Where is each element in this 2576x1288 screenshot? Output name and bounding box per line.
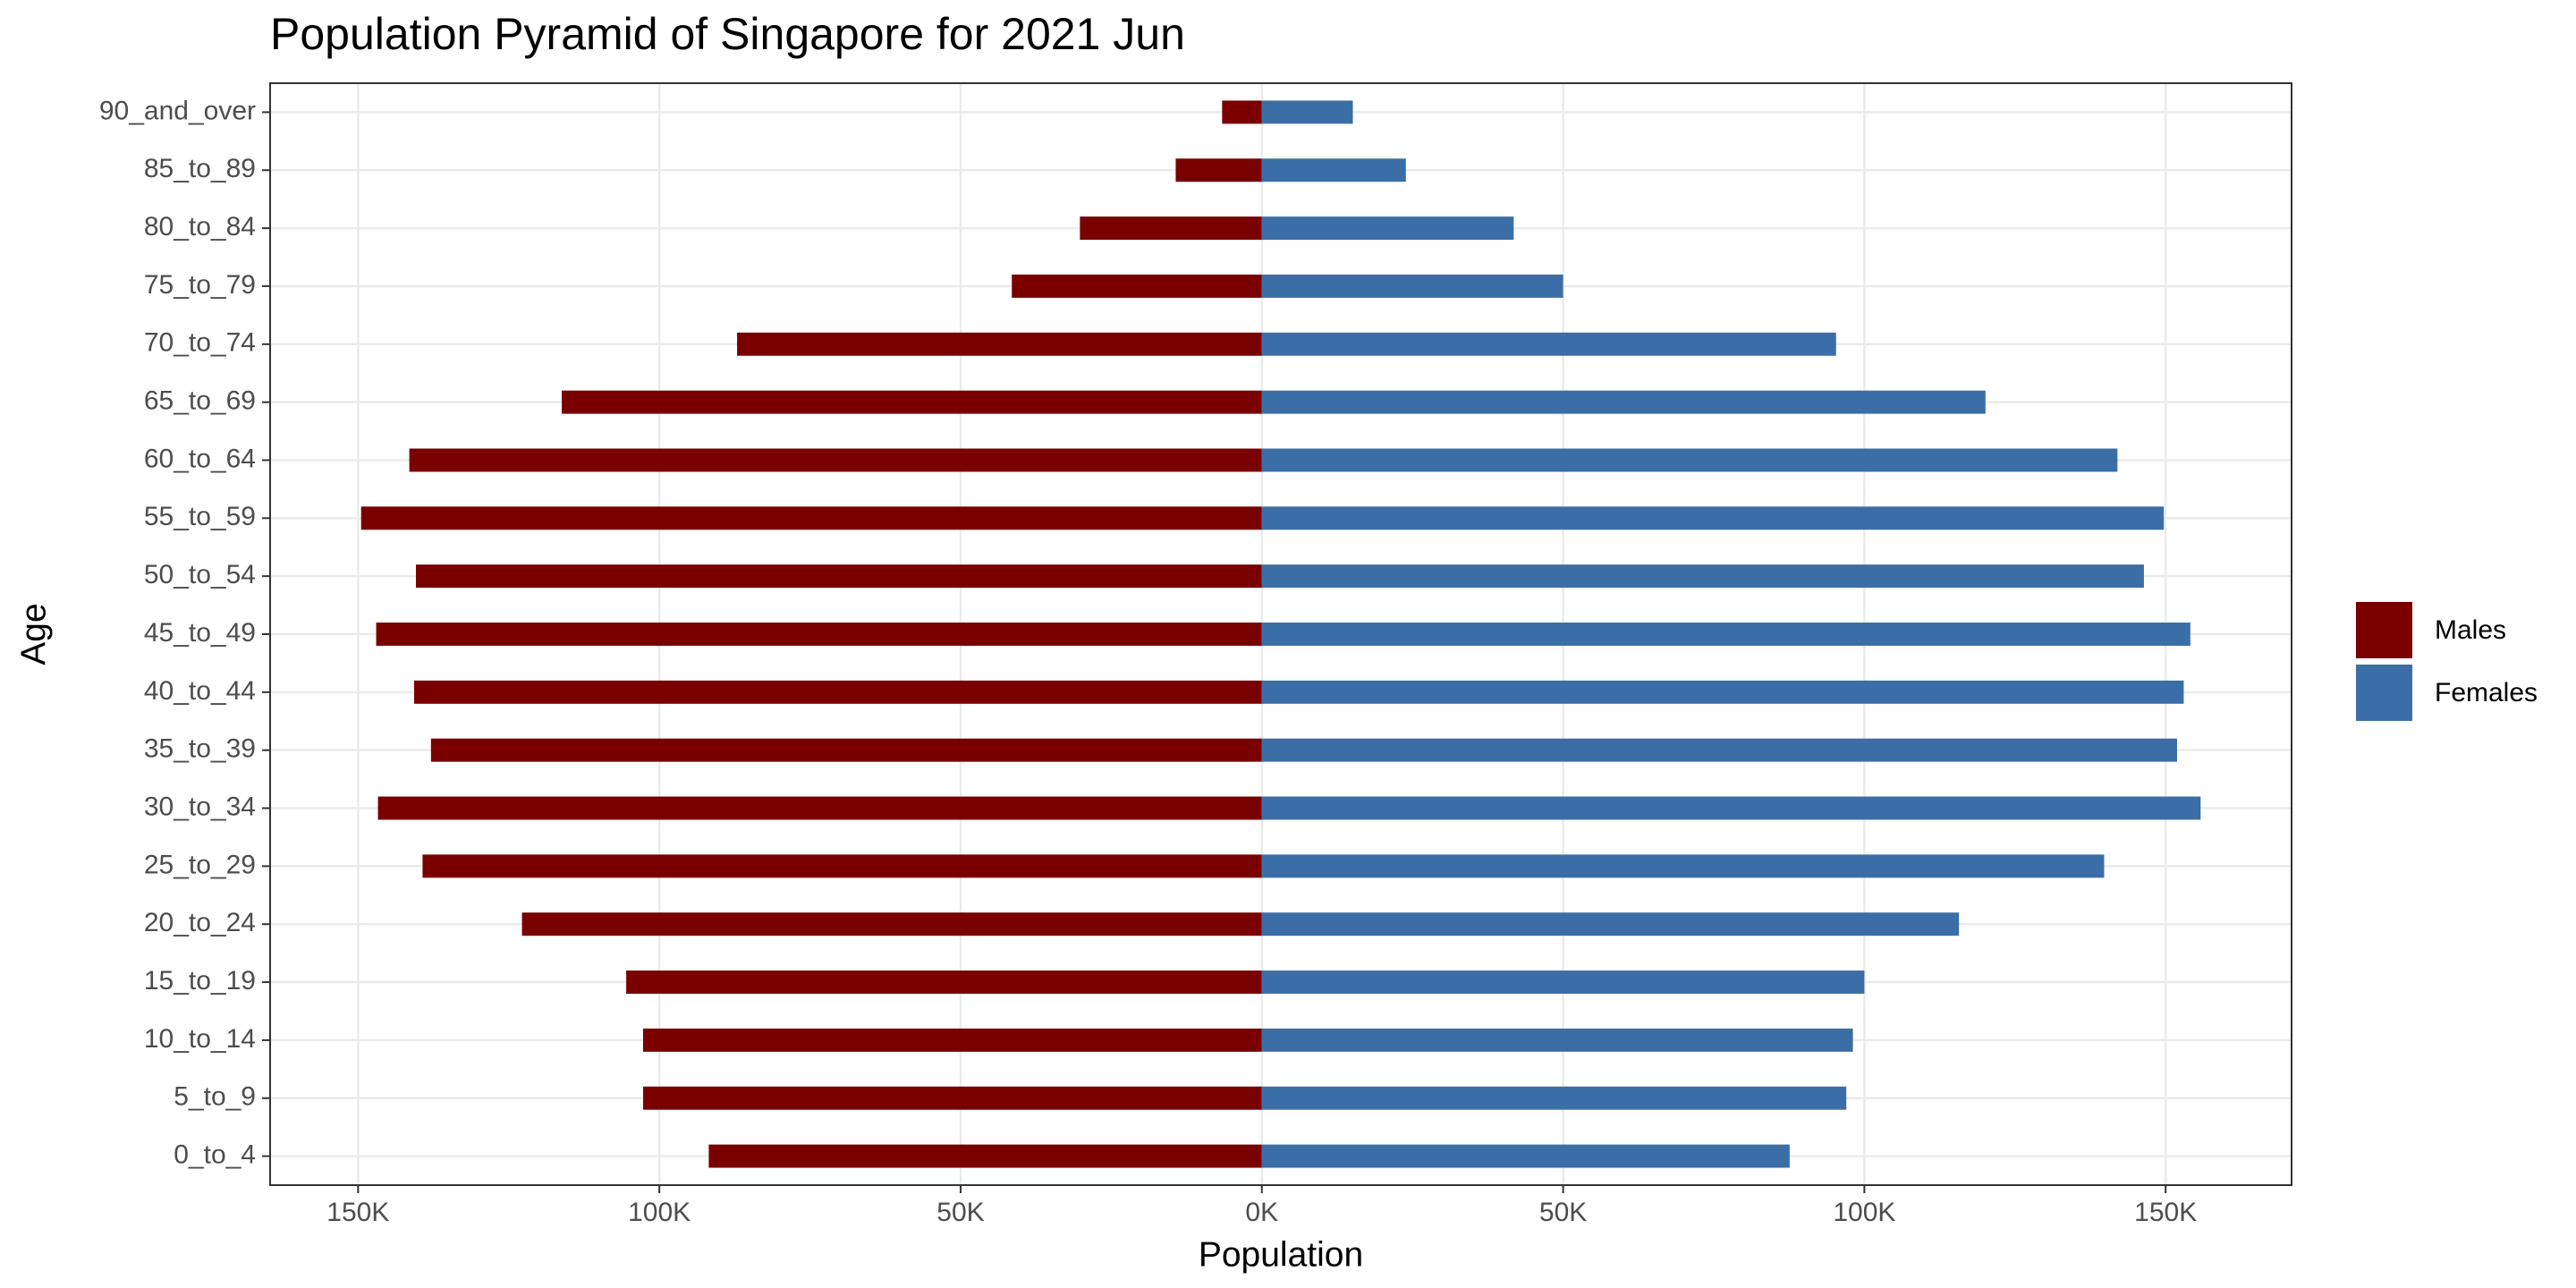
bar <box>1261 100 1353 124</box>
y-tick-label: 60_to_64 <box>144 444 256 473</box>
bar <box>1261 564 2144 589</box>
bar <box>642 1028 1262 1052</box>
bar <box>1175 158 1262 182</box>
bar <box>416 564 1262 589</box>
y-tick-label: 80_to_84 <box>144 212 256 242</box>
bar <box>626 970 1262 995</box>
bar <box>562 390 1262 414</box>
bar <box>1261 506 2165 530</box>
y-tick-label: 40_to_44 <box>144 676 256 706</box>
bar <box>360 506 1262 530</box>
x-tick-label: 150K <box>326 1198 389 1227</box>
bar <box>1261 680 2184 704</box>
x-tick-label: 100K <box>1833 1198 1895 1227</box>
y-tick-label: 55_to_59 <box>144 502 256 531</box>
y-axis-title: Age <box>14 603 53 665</box>
bar <box>430 738 1262 762</box>
bar <box>1261 623 2190 646</box>
bar <box>1261 390 1986 414</box>
x-axis-title: Population <box>1199 1235 1363 1274</box>
bar <box>409 448 1262 472</box>
bar <box>708 1144 1262 1168</box>
legend-swatch <box>2356 602 2412 658</box>
bar <box>1261 854 2105 878</box>
chart-title: Population Pyramid of Singapore for 2021… <box>270 9 1185 59</box>
bar <box>1222 100 1262 124</box>
bar <box>376 623 1262 646</box>
bar <box>1261 274 1563 298</box>
y-tick-label: 0_to_4 <box>174 1140 256 1170</box>
bar <box>1261 448 2118 472</box>
y-tick-label: 90_and_over <box>99 96 256 125</box>
bar <box>422 854 1262 878</box>
plot-border <box>269 82 2292 1186</box>
bar <box>1261 970 1865 995</box>
x-tick-label: 50K <box>1539 1198 1587 1227</box>
bar <box>1261 912 1960 936</box>
legend-label: Females <box>2435 678 2538 708</box>
y-tick-label: 5_to_9 <box>174 1082 256 1112</box>
y-tick-label: 20_to_24 <box>144 908 256 937</box>
bar <box>737 332 1262 356</box>
y-tick-label: 70_to_74 <box>144 328 256 358</box>
bar <box>1261 1086 1847 1110</box>
y-tick-label: 65_to_69 <box>144 386 256 416</box>
bar <box>377 796 1262 820</box>
x-tick-label: 0K <box>1245 1198 1278 1227</box>
bar <box>1261 216 1514 241</box>
bar <box>1012 274 1262 298</box>
legend-label: Males <box>2435 615 2506 645</box>
bar <box>521 912 1262 936</box>
x-tick-label: 150K <box>2134 1198 2197 1227</box>
bar <box>413 680 1262 704</box>
y-tick-label: 35_to_39 <box>144 734 256 764</box>
y-tick-label: 75_to_79 <box>144 270 256 300</box>
bar <box>1261 738 2178 762</box>
y-tick-label: 25_to_29 <box>144 850 256 879</box>
bar <box>1261 332 1836 356</box>
bar <box>1261 796 2201 820</box>
bar <box>1261 1028 1853 1052</box>
y-tick-label: 10_to_14 <box>144 1024 256 1054</box>
y-tick-label: 50_to_54 <box>144 560 256 589</box>
x-tick-label: 100K <box>628 1198 691 1227</box>
y-tick-label: 30_to_34 <box>144 792 256 821</box>
legend-swatch <box>2356 665 2412 721</box>
y-tick-label: 15_to_19 <box>144 966 256 996</box>
bar <box>1261 1144 1790 1168</box>
y-tick-label: 45_to_49 <box>144 618 256 648</box>
x-tick-label: 50K <box>936 1198 984 1227</box>
bar <box>1261 158 1406 182</box>
bar <box>1080 216 1262 241</box>
y-tick-label: 85_to_89 <box>144 154 256 183</box>
bar <box>642 1086 1262 1110</box>
